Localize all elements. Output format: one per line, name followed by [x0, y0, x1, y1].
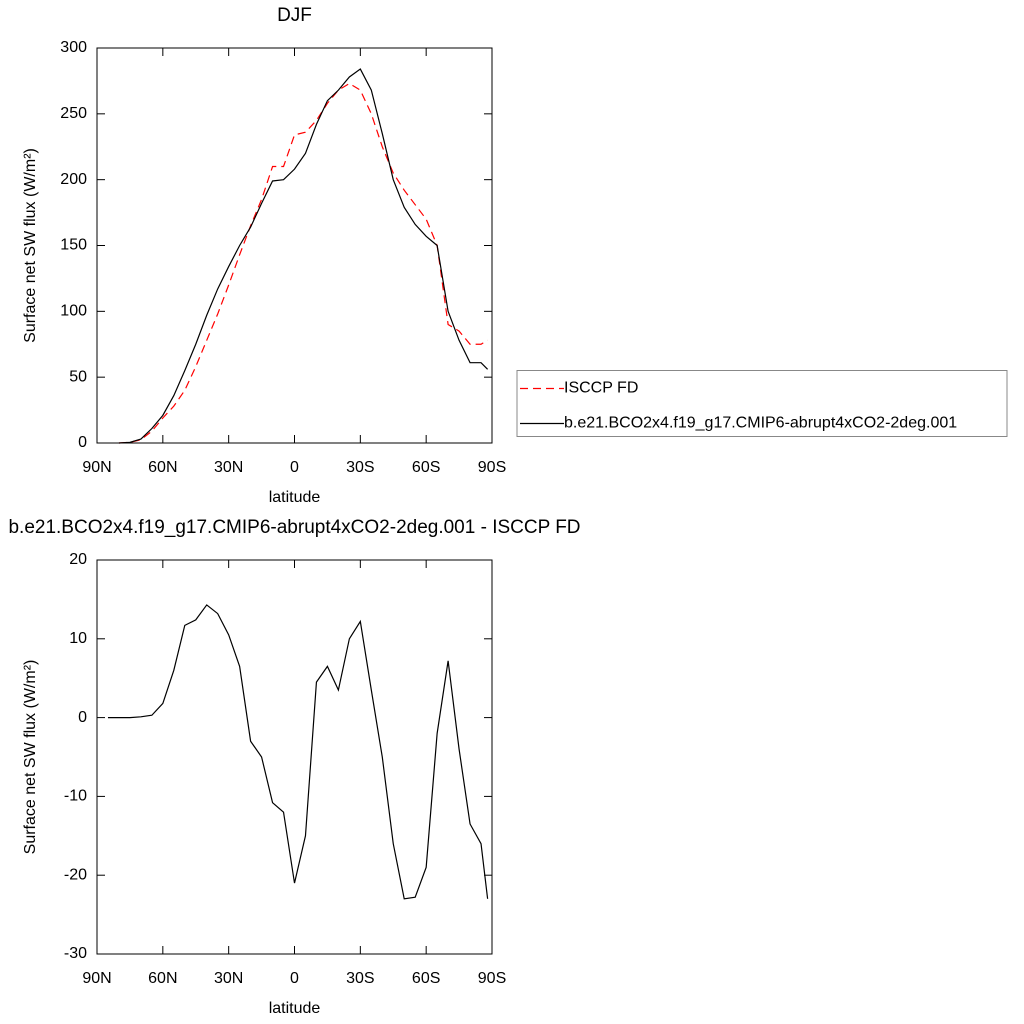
y-tick-label: 50 [69, 368, 87, 385]
y-axis-label: Surface net SW flux (W/m²) [22, 148, 39, 343]
y-tick-label: 20 [69, 551, 87, 568]
legend-label: ISCCP FD [564, 380, 638, 397]
x-tick-label: 60S [412, 459, 440, 476]
x-axis-label: latitude [269, 489, 321, 506]
x-tick-label: 30N [214, 459, 243, 476]
x-tick-label: 90N [82, 970, 111, 987]
data-line [118, 68, 489, 444]
plot: DJF 90N 60N 30N 0 30S 60S 90S 0 50 100 150 200 250 300… [22, 5, 1008, 506]
y-tick-label: -20 [64, 866, 87, 883]
y-tick-label: 100 [60, 303, 87, 320]
chart-title: b.e21.BCO2x4.f19_g17.CMIP6-abrupt4xCO2-2… [8, 517, 580, 538]
y-tick-label: 0 [78, 434, 87, 451]
x-axis-label: latitude [269, 1000, 321, 1017]
y-axis-label: Surface net SW flux (W/m²) [22, 660, 39, 855]
y-tick-label: -10 [64, 788, 87, 805]
data-line [107, 604, 489, 900]
y-tick-label: -30 [64, 945, 87, 962]
y-tick-label: 150 [60, 237, 87, 254]
legend-label: b.e21.BCO2x4.f19_g17.CMIP6-abrupt4xCO2-2… [564, 415, 957, 432]
x-tick-label: 30S [346, 970, 374, 987]
data-line [118, 82, 488, 444]
chart-title: DJF [277, 5, 312, 26]
legend-box [516, 370, 1008, 437]
y-tick-label: 200 [60, 171, 87, 188]
x-tick-label: 60S [412, 970, 440, 987]
y-tick-label: 0 [78, 709, 87, 726]
x-tick-label: 0 [290, 970, 299, 987]
x-tick-label: 90S [478, 459, 506, 476]
x-tick-label: 30S [346, 459, 374, 476]
x-tick-label: 60N [148, 459, 177, 476]
plot-frame [96, 559, 493, 955]
plot: b.e21.BCO2x4.f19_g17.CMIP6-abrupt4xCO2-2… [8, 517, 580, 1017]
x-tick-label: 90N [82, 459, 111, 476]
x-tick-label: 0 [290, 459, 299, 476]
y-tick-label: 10 [69, 630, 87, 647]
plot-frame [96, 47, 493, 444]
y-tick-label: 250 [60, 105, 87, 122]
x-tick-label: 90S [478, 970, 506, 987]
x-tick-label: 60N [148, 970, 177, 987]
y-tick-label: 300 [60, 39, 87, 56]
x-tick-label: 30N [214, 970, 243, 987]
